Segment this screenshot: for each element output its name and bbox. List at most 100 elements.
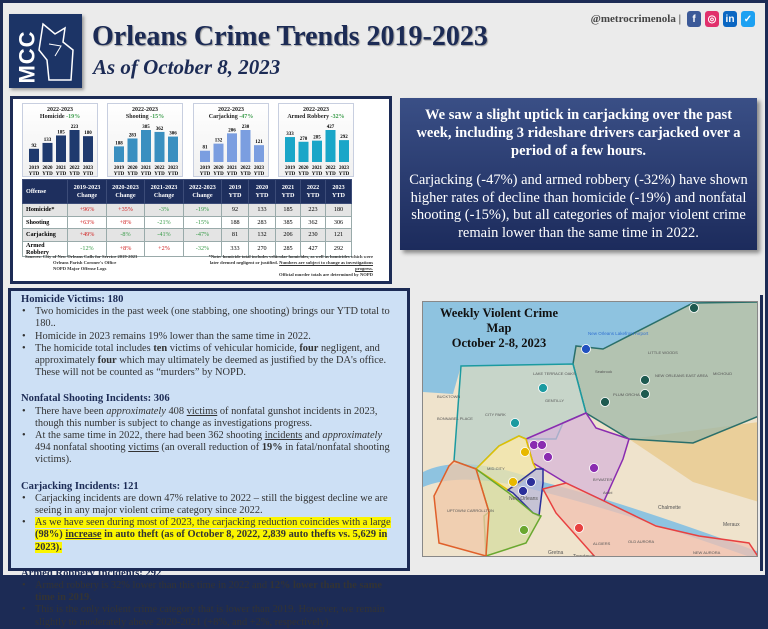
- incident-pin-icon[interactable]: [538, 383, 548, 393]
- map-label: New Orleans Lakefront Airport: [588, 331, 649, 336]
- facebook-icon[interactable]: f: [687, 11, 701, 27]
- list-item: This is the only violent crime category …: [21, 604, 397, 628]
- tick-label: YTD: [200, 172, 211, 177]
- summary-callout: We saw a slight uptick in carjacking ove…: [400, 98, 757, 250]
- column-header: 2022 YTD: [300, 179, 326, 204]
- incident-pin-icon[interactable]: [581, 344, 591, 354]
- bar: [56, 135, 66, 162]
- linkedin-icon[interactable]: in: [723, 11, 737, 27]
- district-bywater[interactable]: [525, 412, 630, 503]
- crime-map[interactable]: New Orleans Lakefront Airport LITTLE WOOD…: [422, 301, 758, 557]
- incident-pin-icon[interactable]: [574, 523, 584, 533]
- tick-label: 2020: [43, 166, 54, 171]
- tick-label: 2021: [56, 166, 67, 171]
- table-cell: +35%: [106, 203, 145, 217]
- tick-label: 2019: [200, 166, 211, 171]
- crime-table: Offense 2019-2023 Change 2020-2023 Change 2…: [22, 179, 352, 257]
- tick-label: YTD: [298, 172, 309, 177]
- bar: [168, 136, 178, 162]
- mini-chart-carjacking: 2022-2023 Carjacking -47% 81 2019 YTD 132 2020…: [193, 103, 269, 177]
- table-cell: +49%: [67, 228, 107, 242]
- chart-title: 2022-2023: [303, 107, 329, 113]
- twitter-icon[interactable]: ✓: [741, 11, 755, 27]
- incident-pin-icon[interactable]: [526, 477, 536, 487]
- mini-chart-homicide: 2022-2023 Homicide -19% 92 2019 YTD 133 2020 YT…: [22, 103, 98, 177]
- map-label: ALGIERS: [593, 541, 611, 546]
- tick-label: 2023: [339, 166, 350, 171]
- incident-notes: Homicide Victims: 180 Two homicides in t…: [8, 288, 410, 628]
- data-label: 180: [84, 131, 92, 136]
- table-row: Shooting +63% +8% -21% -15% 188 283 385 362 306: [22, 215, 352, 229]
- bar: [298, 141, 309, 162]
- chart-change: -15%: [150, 114, 165, 120]
- table-cell: 133: [248, 203, 276, 217]
- bar: [213, 143, 224, 162]
- tick-label: 2019: [114, 166, 125, 171]
- bar: [227, 133, 237, 162]
- incident-pin-icon[interactable]: [537, 440, 547, 450]
- tick-label: 2019: [29, 166, 40, 171]
- data-label: 121: [255, 140, 263, 145]
- table-cell: Carjacking: [22, 228, 68, 242]
- table-cell: +96%: [67, 203, 107, 217]
- table-cell: 180: [325, 203, 352, 217]
- incident-pin-icon[interactable]: [640, 389, 650, 399]
- map-title: Weekly Violent Crime Map October 2-8, 202…: [439, 306, 559, 350]
- table-cell: -21%: [144, 215, 184, 229]
- incident-pin-icon[interactable]: [508, 477, 518, 487]
- tick-label: 2022: [70, 166, 81, 171]
- district-algiers[interactable]: [541, 482, 758, 557]
- chart-subtitle: Homicide: [39, 114, 65, 120]
- map-label: GENTILLY: [545, 398, 564, 403]
- incident-pin-icon[interactable]: [518, 486, 528, 496]
- data-label: 283: [129, 133, 137, 138]
- stats-panel: 2022-2023 Homicide -19% 92 2019 YTD 133 2020 YT…: [10, 96, 392, 284]
- incident-pin-icon[interactable]: [543, 452, 553, 462]
- bar: [127, 138, 138, 162]
- column-header: 2022-2023 Change: [183, 179, 222, 204]
- map-panel: New Orleans Lakefront Airport LITTLE WOOD…: [415, 295, 763, 571]
- bar: [254, 145, 264, 162]
- data-label: 188: [115, 141, 123, 146]
- tick-label: YTD: [240, 172, 251, 177]
- data-label: 81: [203, 146, 209, 151]
- chart-change: -32%: [330, 114, 345, 120]
- table-row: Carjacking +49% -8% -41% -47% 81 132 206 230 121: [22, 228, 352, 242]
- incident-pin-icon[interactable]: [520, 447, 530, 457]
- instagram-icon[interactable]: ◎: [705, 11, 719, 27]
- column-header: 2019-2023 Change: [67, 179, 107, 204]
- table-cell: -19%: [183, 203, 222, 217]
- incident-pin-icon[interactable]: [589, 463, 599, 473]
- mini-chart-armed-robbery: 2022-2023 Armed Robbery -32% 333 2019 YTD 270…: [278, 103, 354, 177]
- social-handle[interactable]: @metrocrimenola |: [590, 13, 681, 25]
- table-cell: -8%: [106, 228, 145, 242]
- bar: [285, 137, 295, 162]
- bar-chart: 812019YTD1322020YTD2062021YTD2302022YTD1…: [200, 125, 265, 177]
- tick-label: YTD: [141, 172, 152, 177]
- homicide-heading: Homicide Victims: 180: [21, 294, 124, 305]
- table-cell: 121: [325, 228, 352, 242]
- tick-label: 2023: [254, 166, 265, 171]
- tick-label: YTD: [29, 172, 40, 177]
- tick-label: 2021: [227, 166, 238, 171]
- source-line: Sources: City of New Orleans Calls for S…: [25, 254, 138, 259]
- incident-pin-icon[interactable]: [600, 397, 610, 407]
- incident-pin-icon[interactable]: [519, 525, 529, 535]
- district-uptown[interactable]: [433, 460, 490, 556]
- callout-headline: We saw a slight uptick in carjacking ove…: [416, 107, 741, 159]
- data-label: 385: [142, 125, 150, 130]
- bar: [83, 136, 93, 162]
- incident-pin-icon[interactable]: [510, 418, 520, 428]
- map-label: Chalmette: [658, 505, 681, 511]
- tick-label: YTD: [285, 172, 296, 177]
- tick-label: YTD: [56, 172, 67, 177]
- table-cell: -47%: [183, 228, 222, 242]
- table-cell: 92: [221, 203, 249, 217]
- map-label: New Orleans: [509, 496, 538, 502]
- list-item: Homicide in 2023 remains 19% lower than …: [21, 331, 397, 343]
- table-cell: 362: [300, 215, 326, 229]
- bar: [240, 130, 251, 162]
- incident-pin-icon[interactable]: [640, 375, 650, 385]
- incident-pin-icon[interactable]: [689, 303, 699, 313]
- tick-label: YTD: [114, 172, 125, 177]
